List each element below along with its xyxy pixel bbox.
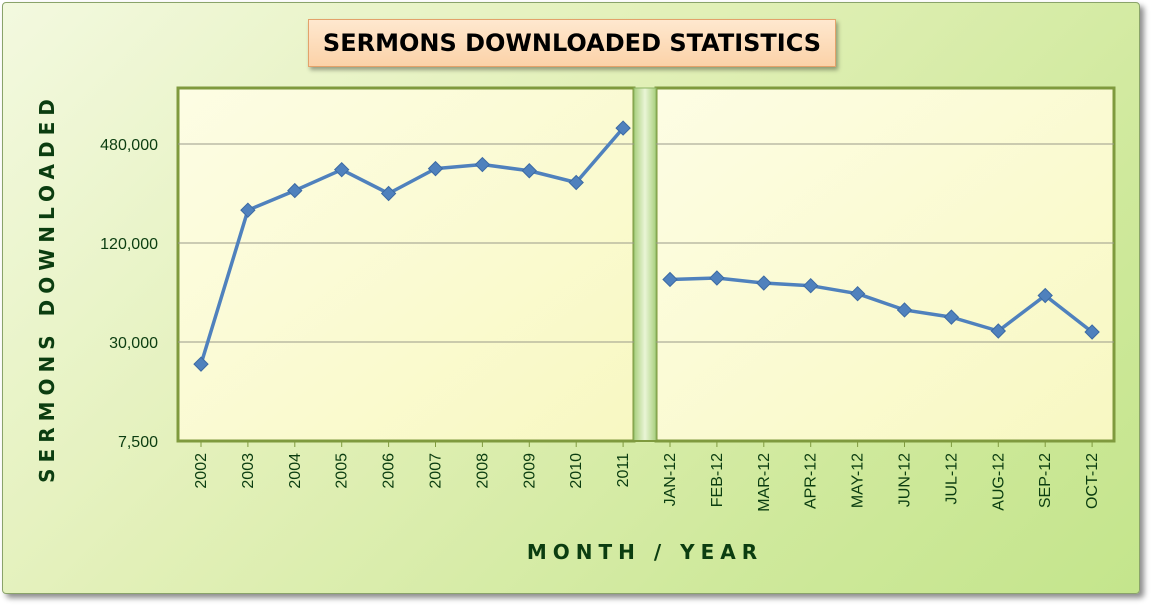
y-tick-label: 7,500 <box>118 434 158 451</box>
x-tick-label: JAN-12 <box>662 453 679 506</box>
data-point <box>615 120 631 136</box>
data-point <box>193 356 209 372</box>
x-tick-label: JUN-12 <box>897 453 914 507</box>
data-point <box>802 277 819 294</box>
x-tick-label: 2010 <box>568 453 585 489</box>
data-point <box>1084 324 1100 340</box>
x-tick-label: FEB-12 <box>709 453 726 507</box>
x-tick-label: 2002 <box>193 453 210 489</box>
x-tick-label: 2004 <box>287 453 304 489</box>
y-tick-label: 480,000 <box>100 137 158 154</box>
y-tick-label: 120,000 <box>100 236 158 253</box>
chart-title: SERMONS DOWNLOADED STATISTICS <box>322 29 822 57</box>
data-point <box>380 185 397 202</box>
data-point <box>849 285 866 302</box>
x-tick-label: 2008 <box>474 453 491 489</box>
series-line-monthly <box>669 276 1094 334</box>
x-tick-label: 2006 <box>381 453 398 489</box>
data-point <box>990 323 1007 339</box>
data-point <box>662 271 678 288</box>
panel-separator <box>633 87 657 442</box>
plot-area-right <box>654 86 1116 443</box>
x-tick-label: AUG-12 <box>990 453 1007 511</box>
y-tick-label: 30,000 <box>109 335 158 352</box>
data-point <box>568 174 584 191</box>
data-point <box>709 270 725 286</box>
data-point <box>333 161 350 178</box>
x-tick-label: 2009 <box>521 453 538 489</box>
plot-area-left <box>176 86 636 443</box>
x-tick-label: 2003 <box>240 453 257 489</box>
chart-title-box: SERMONS DOWNLOADED STATISTICS <box>308 19 836 67</box>
x-tick-label: MAR-12 <box>756 453 773 512</box>
data-point <box>287 182 303 199</box>
x-tick-label: SEP-12 <box>1037 453 1054 508</box>
x-tick-label: 2011 <box>615 453 632 488</box>
series-line-yearly <box>199 126 625 365</box>
data-point <box>756 275 772 291</box>
data-point <box>1037 287 1053 304</box>
data-point <box>943 309 960 325</box>
x-tick-label: JUL-12 <box>943 453 960 505</box>
x-tick-label: MAY-12 <box>850 453 867 508</box>
x-axis-title: MONTH / YEAR <box>526 540 764 564</box>
x-tick-label: 2005 <box>334 453 351 489</box>
data-point <box>474 156 491 173</box>
data-point <box>896 302 913 318</box>
data-point <box>240 202 256 218</box>
x-tick-label: APR-12 <box>803 453 820 509</box>
data-point <box>521 163 538 179</box>
data-point <box>427 160 444 177</box>
x-tick-label: OCT-12 <box>1084 453 1101 509</box>
x-tick-label: 2007 <box>428 453 445 489</box>
y-axis-title: SERMONS DOWNLOADED <box>35 93 59 483</box>
